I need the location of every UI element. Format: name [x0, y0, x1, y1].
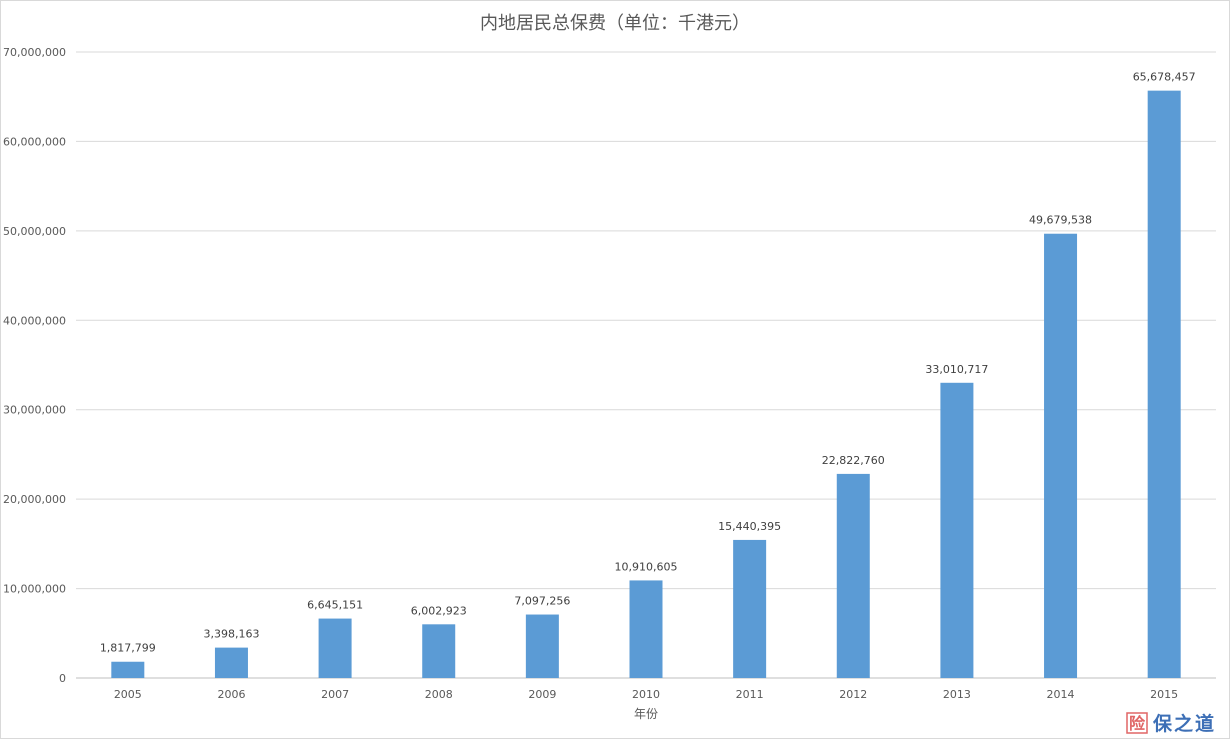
y-tick-label: 0 [59, 672, 66, 685]
x-tick-label: 2009 [528, 688, 556, 701]
watermark-text: 保之道 [1152, 712, 1216, 735]
data-label: 6,002,923 [411, 604, 467, 617]
chart-title: 内地居民总保费（单位：千港元） [480, 13, 750, 34]
bar-2007 [318, 618, 352, 678]
y-tick-label: 60,000,000 [3, 135, 66, 148]
bar-2011 [733, 539, 767, 678]
data-label: 6,645,151 [307, 599, 363, 612]
watermark-badge [1126, 712, 1148, 734]
x-tick-label: 2007 [321, 688, 349, 701]
x-tick-label: 2006 [217, 688, 245, 701]
bar-2012 [836, 473, 870, 678]
x-tick-label: 2011 [736, 688, 764, 701]
x-tick-label: 2010 [632, 688, 660, 701]
x-axis-title: 年份 [634, 707, 658, 721]
y-tick-label: 10,000,000 [3, 583, 66, 596]
bar-2008 [422, 624, 456, 678]
x-tick-label: 2014 [1047, 688, 1075, 701]
bar-2014 [1044, 233, 1078, 678]
data-label: 7,097,256 [514, 595, 570, 608]
data-labels: 1,817,799 3,398,163 6,645,151 6,002,923 7,09… [100, 71, 1196, 655]
y-tick-label: 40,000,000 [3, 314, 66, 327]
x-tick-label: 2012 [839, 688, 867, 701]
y-tick-label: 50,000,000 [3, 225, 66, 238]
watermark-char: 险 [1129, 714, 1146, 733]
y-tick-label: 30,000,000 [3, 404, 66, 417]
data-label: 1,817,799 [100, 642, 156, 655]
bar-2009 [525, 614, 559, 678]
data-label: 33,010,717 [925, 363, 988, 376]
data-label: 10,910,605 [615, 560, 678, 573]
gridlines [76, 51, 1216, 590]
bar-2006 [214, 647, 248, 678]
y-tick-label: 20,000,000 [3, 493, 66, 506]
data-label: 65,678,457 [1133, 71, 1196, 84]
watermark-logo: 险 保之道 [1126, 712, 1216, 735]
bar-2013 [940, 382, 974, 678]
x-axis-ticks: 2005 2006 2007 2008 2009 2010 2011 2012 2013 2014… [114, 688, 1178, 701]
bar-2005 [111, 661, 145, 678]
y-tick-label: 70,000,000 [3, 46, 66, 59]
data-label: 22,822,760 [822, 454, 885, 467]
data-label: 3,398,163 [203, 628, 259, 641]
y-axis-ticks: 0 10,000,000 20,000,000 30,000,000 40,000,00… [3, 46, 66, 685]
x-tick-label: 2013 [943, 688, 971, 701]
x-tick-label: 2008 [425, 688, 453, 701]
bar-2015 [1147, 90, 1181, 678]
bar-2010 [629, 580, 663, 678]
bars [111, 90, 1181, 678]
data-label: 49,679,538 [1029, 214, 1092, 227]
x-tick-label: 2015 [1150, 688, 1178, 701]
data-label: 15,440,395 [718, 520, 781, 533]
x-tick-label: 2005 [114, 688, 142, 701]
